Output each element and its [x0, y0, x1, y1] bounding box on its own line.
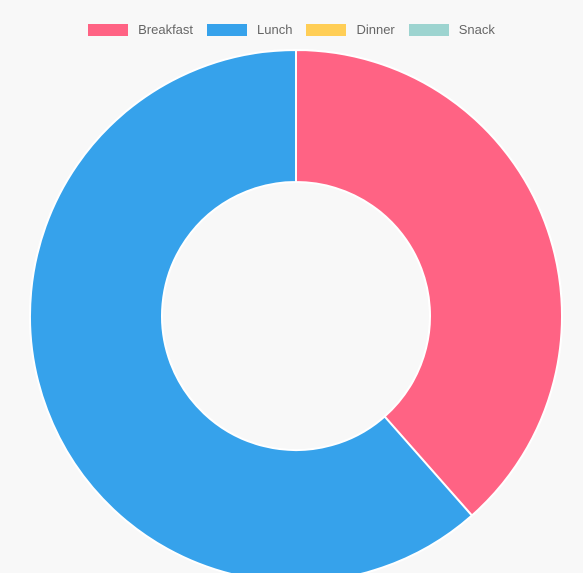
donut-slice-breakfast[interactable]: [295, 48, 563, 517]
legend-item-dinner[interactable]: Dinner: [306, 22, 395, 37]
legend-label-dinner: Dinner: [356, 22, 395, 37]
legend-label-snack: Snack: [458, 22, 495, 37]
legend-swatch-breakfast: [88, 23, 129, 36]
donut-slice-lunch[interactable]: [29, 48, 474, 573]
legend-item-lunch[interactable]: Lunch: [207, 22, 292, 37]
legend-item-snack[interactable]: Snack: [408, 22, 495, 37]
chart-legend: Breakfast Lunch Dinner Snack: [0, 22, 583, 37]
legend-swatch-snack: [408, 23, 449, 36]
legend-label-lunch: Lunch: [257, 22, 293, 37]
legend-item-breakfast[interactable]: Breakfast: [88, 22, 193, 37]
legend-label-breakfast: Breakfast: [138, 22, 194, 37]
legend-swatch-dinner: [306, 23, 347, 36]
legend-swatch-lunch: [207, 23, 248, 36]
